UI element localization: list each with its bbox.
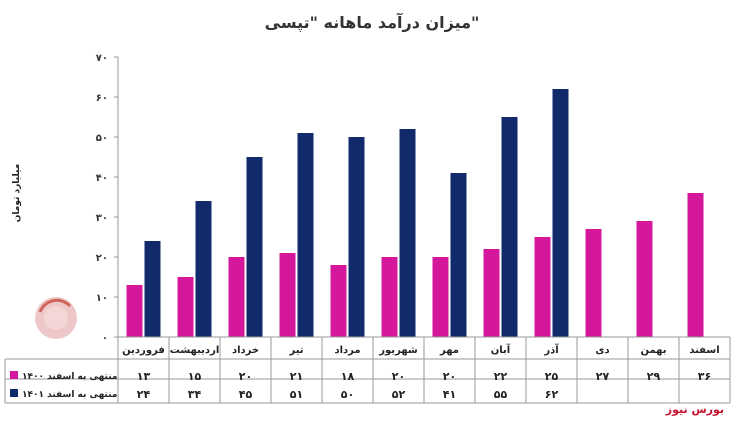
y-axis-label: میلیارد تومان <box>12 164 22 223</box>
bar-series-1400 <box>279 253 296 337</box>
legend-swatch <box>10 371 18 379</box>
watermark-text: بورس نیوز <box>665 403 724 416</box>
data-value-label: ۲۲ <box>494 370 508 383</box>
data-value-label: ۱۸ <box>341 370 355 383</box>
data-value-label: ۵۵ <box>494 388 508 401</box>
data-value-label: ۳۴ <box>188 388 202 401</box>
bar-series-1400 <box>381 257 398 337</box>
bar-series-1400 <box>228 257 245 337</box>
bar-series-1400 <box>126 285 143 337</box>
bar-series-1400 <box>585 229 602 337</box>
bar-series-1400 <box>177 277 194 337</box>
x-tick-label: اسفند <box>689 345 719 356</box>
x-tick-label: فروردین <box>122 345 165 356</box>
x-tick-label: دی <box>595 345 609 356</box>
bar-series-1401 <box>552 89 569 337</box>
y-tick-label: ۱۰ <box>96 293 108 304</box>
data-value-label: ۱۵ <box>188 370 202 383</box>
data-table: فروردین اردیبهشت خرداد تیر مرداد شهریور مهر آبا… <box>4 336 731 404</box>
x-tick-label: آذر <box>543 343 559 356</box>
y-tick-label: ۴۰ <box>96 173 108 184</box>
bar-series-1401 <box>195 201 212 337</box>
bar-series-1401 <box>501 117 518 337</box>
data-value-label: ۵۰ <box>341 388 354 401</box>
legend-label: منتهی به اسفند ۱۴۰۰ <box>22 372 117 382</box>
data-value-label: ۲۵ <box>545 370 559 383</box>
y-tick-label: ۲۰ <box>96 253 108 264</box>
data-value-label: ۲۰ <box>443 370 456 383</box>
data-value-label: ۲۷ <box>596 370 610 383</box>
bar-series-1401 <box>297 133 314 337</box>
bar-series-1401 <box>144 241 161 337</box>
axes-group: ۰ ۱۰ ۲۰ ۳۰ ۴۰ ۵۰ ۶۰ ۷۰ <box>96 53 119 344</box>
x-tick-label: شهریور <box>378 345 418 356</box>
bar-series-1400 <box>687 193 704 337</box>
data-value-label: ۲۰ <box>239 370 252 383</box>
legend-label: منتهی به اسفند ۱۴۰۱ <box>22 390 117 400</box>
x-tick-label: مهر <box>439 345 459 356</box>
data-value-label: ۲۹ <box>647 370 661 383</box>
y-tick-label: ۶۰ <box>96 93 108 104</box>
legend-swatch <box>10 389 18 397</box>
logo-watermark <box>35 297 77 339</box>
bar-series-1400 <box>483 249 500 337</box>
bar-series-1401 <box>348 137 365 337</box>
data-value-label: ۲۴ <box>137 388 151 401</box>
data-value-label: ۱۳ <box>137 370 151 383</box>
data-value-label: ۵۲ <box>392 388 406 401</box>
x-tick-label: مرداد <box>334 345 360 356</box>
bar-series-1400 <box>534 237 551 337</box>
x-tick-label: خرداد <box>232 345 259 356</box>
bar-series-1401 <box>399 129 416 337</box>
data-value-label: ۴۱ <box>443 388 456 401</box>
chart-title: میزان درآمد ماهانه "تپسی" <box>265 12 480 33</box>
data-value-label: ۵۱ <box>290 388 303 401</box>
y-tick-label: ۷۰ <box>96 53 108 64</box>
data-value-label: ۴۵ <box>239 388 253 401</box>
x-tick-label: تیر <box>288 345 303 356</box>
data-value-label: ۲۰ <box>392 370 405 383</box>
bar-series-1401 <box>246 157 263 337</box>
y-tick-label: ۳۰ <box>96 213 108 224</box>
y-tick-label: ۵۰ <box>96 133 108 144</box>
y-tick-label: ۰ <box>102 333 108 344</box>
bar-series-1400 <box>330 265 347 337</box>
bar-series-1400 <box>636 221 653 337</box>
data-value-label: ۳۶ <box>698 370 711 383</box>
data-value-label: ۶۲ <box>545 388 559 401</box>
bar-series-1400 <box>432 257 449 337</box>
data-value-label: ۲۱ <box>290 370 303 383</box>
x-tick-label: بهمن <box>640 345 666 356</box>
bars-group <box>126 89 704 337</box>
x-tick-label: اردیبهشت <box>170 345 220 356</box>
bar-series-1401 <box>450 173 467 337</box>
x-tick-label: آبان <box>491 343 511 356</box>
